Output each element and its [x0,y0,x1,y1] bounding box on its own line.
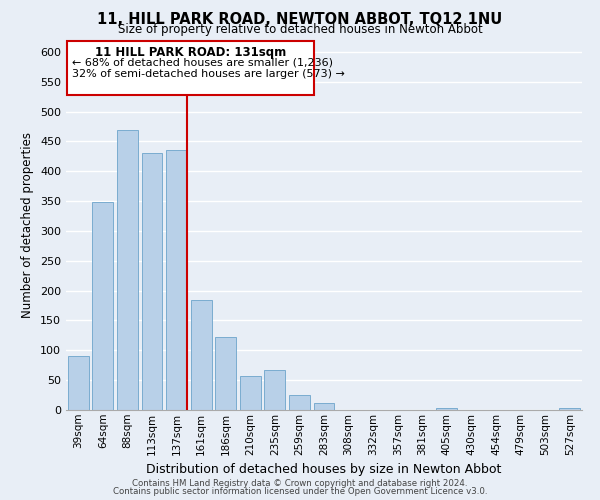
Y-axis label: Number of detached properties: Number of detached properties [22,132,34,318]
Bar [265,370,286,410]
Bar [215,336,236,410]
Bar [92,202,113,410]
Bar [289,395,310,410]
Bar [314,403,334,410]
Bar [142,154,163,410]
Bar [191,300,212,410]
X-axis label: Distribution of detached houses by size in Newton Abbot: Distribution of detached houses by size … [146,463,502,476]
Text: ← 68% of detached houses are smaller (1,236): ← 68% of detached houses are smaller (1,… [73,58,334,68]
Bar [68,356,89,410]
Bar [436,408,457,410]
Text: Contains HM Land Registry data © Crown copyright and database right 2024.: Contains HM Land Registry data © Crown c… [132,478,468,488]
Text: 11, HILL PARK ROAD, NEWTON ABBOT, TQ12 1NU: 11, HILL PARK ROAD, NEWTON ABBOT, TQ12 1… [97,12,503,26]
Text: 11 HILL PARK ROAD: 131sqm: 11 HILL PARK ROAD: 131sqm [95,46,286,59]
FancyBboxPatch shape [67,41,314,95]
Text: 32% of semi-detached houses are larger (573) →: 32% of semi-detached houses are larger (… [73,68,345,78]
Bar [559,408,580,410]
Bar [166,150,187,410]
Text: Size of property relative to detached houses in Newton Abbot: Size of property relative to detached ho… [118,22,482,36]
Bar [117,130,138,410]
Text: Contains public sector information licensed under the Open Government Licence v3: Contains public sector information licen… [113,487,487,496]
Bar [240,376,261,410]
